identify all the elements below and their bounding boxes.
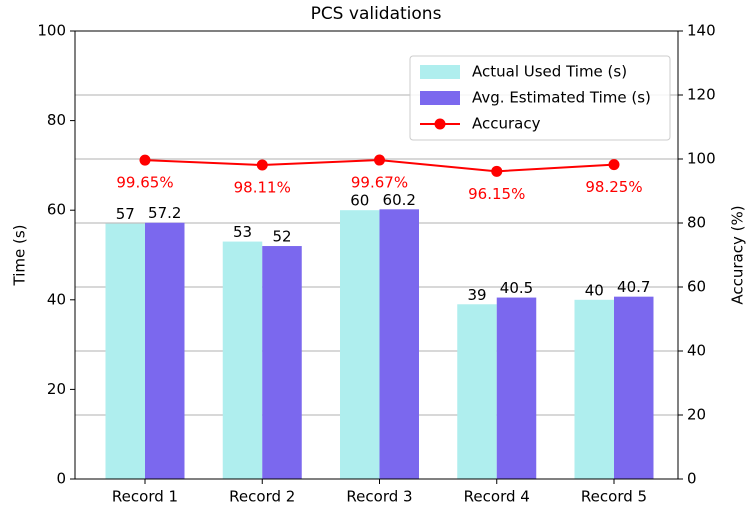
- legend-swatch: [420, 91, 460, 105]
- plot-frame: [74, 30, 679, 480]
- legend-box: [409, 55, 671, 141]
- bar-value-label: 40: [585, 281, 604, 299]
- legend-swatch: [420, 65, 460, 79]
- bar-value-label: 57.2: [148, 204, 181, 222]
- accuracy-value-label: 98.11%: [234, 179, 291, 197]
- chart-title: PCS validations: [311, 4, 442, 24]
- bar-value-label: 53: [233, 223, 252, 241]
- bar: [105, 223, 145, 479]
- bar: [222, 241, 263, 479]
- bar-value-label: 60.2: [383, 191, 416, 209]
- bar: [496, 297, 537, 479]
- y2-tick-label: 140: [687, 22, 716, 40]
- bar: [457, 304, 497, 479]
- bar-value-label: 60: [350, 192, 369, 210]
- bar-value-label: 57: [116, 205, 135, 223]
- y2-axis-label: Accuracy (%): [729, 205, 747, 304]
- accuracy-marker: [491, 165, 503, 177]
- accuracy-marker: [256, 159, 268, 171]
- y2-tick-label: 60: [687, 278, 706, 296]
- y2-tick-label: 40: [687, 342, 706, 360]
- accuracy-value-label: 99.67%: [351, 174, 408, 192]
- y-axis-label: Time (s): [11, 225, 29, 287]
- bar-value-label: 52: [272, 228, 291, 246]
- bar: [262, 246, 302, 479]
- legend-label: Actual Used Time (s): [472, 63, 627, 81]
- accuracy-marker: [374, 154, 385, 166]
- y-tick-label: 20: [47, 380, 66, 398]
- bar: [574, 299, 614, 479]
- y2-tick-label: 0: [687, 470, 697, 488]
- y-tick-label: 80: [47, 111, 66, 129]
- x-tick-label: Record 4: [464, 488, 530, 506]
- y-tick-label: 40: [47, 290, 66, 308]
- y-tick-label: 0: [56, 470, 66, 488]
- y2-tick-label: 20: [687, 406, 706, 424]
- legend-marker: [434, 118, 446, 130]
- accuracy-value-label: 96.15%: [468, 185, 525, 203]
- legend-label: Accuracy: [472, 115, 541, 133]
- x-tick-label: Record 5: [581, 488, 647, 506]
- accuracy-value-label: 99.65%: [116, 174, 173, 192]
- legend-label: Avg. Estimated Time (s): [472, 89, 651, 107]
- x-tick-label: Record 2: [229, 488, 295, 506]
- y2-tick-label: 80: [687, 214, 706, 232]
- bar: [614, 296, 654, 479]
- y2-tick-label: 120: [687, 86, 716, 104]
- bar: [340, 210, 380, 479]
- bar-value-label: 40.7: [617, 278, 650, 296]
- bar-value-label: 39: [467, 286, 486, 304]
- bar: [379, 209, 419, 479]
- x-tick-label: Record 1: [112, 488, 178, 506]
- bar-value-label: 40.5: [500, 279, 533, 297]
- y-tick-label: 100: [37, 22, 66, 40]
- accuracy-marker: [608, 159, 620, 171]
- accuracy-marker: [139, 154, 151, 166]
- bar: [145, 222, 185, 479]
- x-tick-label: Record 3: [346, 488, 412, 506]
- y2-tick-label: 100: [687, 150, 716, 168]
- accuracy-value-label: 98.25%: [585, 178, 642, 196]
- y-tick-label: 60: [47, 201, 66, 219]
